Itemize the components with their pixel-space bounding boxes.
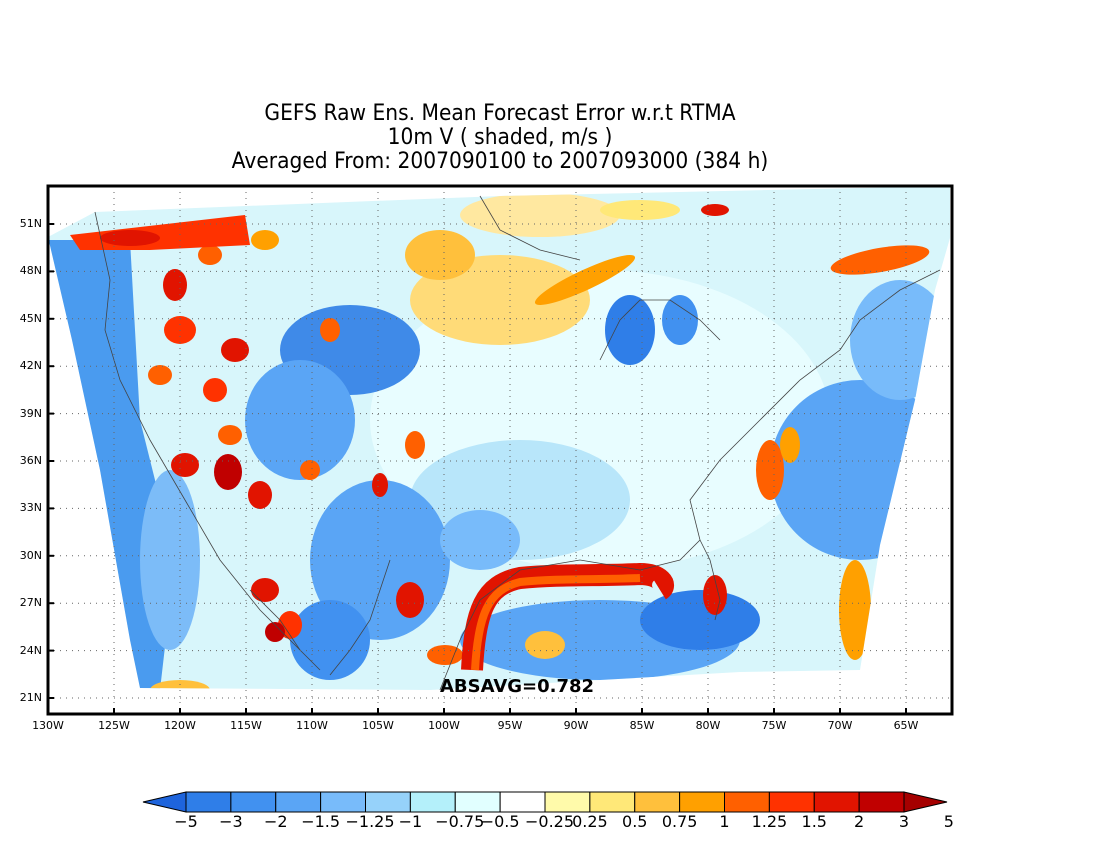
colorbar-tick-label: −5 [174,812,198,831]
colorbar-tick-label: −0.25 [525,812,575,831]
colorbar [142,791,948,813]
colorbar-swatch [589,791,636,813]
colorbar-swatch [320,791,366,813]
lat-label: 27N [19,596,42,610]
lon-label: 65W [893,719,919,732]
lat-label: 39N [19,406,42,420]
colorbar-min-arrow [142,791,187,813]
colorbar-max-arrow [903,791,948,813]
colorbar-swatch [365,791,411,813]
colorbar-swatch [454,791,501,813]
lon-label: 95W [497,719,523,732]
lon-label: 75W [761,719,787,732]
forecast-error-field [48,186,950,691]
lon-label: 110W [296,719,328,732]
colorbar-tick-label: 1.5 [801,812,827,831]
map-frame [46,184,954,716]
lat-label: 24N [19,643,42,657]
colorbar-swatch [768,791,815,813]
lon-label: 125W [98,719,130,732]
lat-label: 51N [19,217,42,230]
lat-label: 36N [19,454,42,467]
map-gridlines [48,186,952,714]
colorbar-tick-label: 0.75 [661,812,698,831]
colorbar-tick-label: 3 [898,812,910,831]
colorbar-swatch [544,791,591,813]
lon-label: 100W [428,719,460,732]
colorbar-swatch [275,791,322,813]
lat-label: 48N [19,264,42,278]
colorbar-tick-label: −2 [263,812,288,831]
colorbar-tick-label: −1 [398,812,423,831]
absavg-label: ABSAVG=0.782 [440,676,595,697]
colorbar-swatch [499,791,546,813]
colorbar-tick-label: −0.5 [480,812,520,831]
colorbar-tick-label: 2 [854,812,865,831]
lat-label: 42N [19,359,42,373]
colorbar-swatch [858,791,905,813]
colorbar-swatch [185,791,232,813]
colorbar-swatch [813,791,860,813]
lon-label: 90W [563,719,589,732]
lat-label: 45N [19,311,42,325]
colorbar-swatch [409,791,456,813]
lon-label: 130W [32,719,64,732]
lon-label: 80W [695,719,721,732]
coastlines [94,195,941,691]
title-line-2: 10m V ( shaded, m/s ) [387,125,613,150]
lat-label: 30N [19,548,42,562]
lon-label: 105W [362,719,394,732]
title-line-3: Averaged From: 2007090100 to 2007093000 … [231,149,769,174]
colorbar-tick-label: 1.25 [751,812,788,831]
lat-label: 33N [19,501,42,515]
colorbar-tick-label: 0.5 [622,812,648,831]
colorbar-swatch [634,791,681,813]
colorbar-tick-label: 5 [943,812,954,831]
colorbar-swatch [679,791,725,813]
colorbar-tick-label: 0.25 [572,812,608,831]
lat-label: 21N [19,691,42,704]
colorbar-swatch [230,791,277,813]
colorbar-tick-label: −1.25 [345,812,395,831]
colorbar-tick-label: −0.75 [435,812,485,831]
lon-label: 120W [164,719,196,732]
colorbar-swatch [724,791,770,813]
colorbar-tick-label: −1.5 [301,812,341,831]
lon-label: 85W [629,719,655,732]
lon-label: 70W [827,719,853,732]
colorbar-tick-label: 1 [719,812,730,831]
colorbar-tick-label: −3 [219,812,243,831]
lon-label: 115W [230,719,262,732]
title-line-1: GEFS Raw Ens. Mean Forecast Error w.r.t … [264,101,736,126]
